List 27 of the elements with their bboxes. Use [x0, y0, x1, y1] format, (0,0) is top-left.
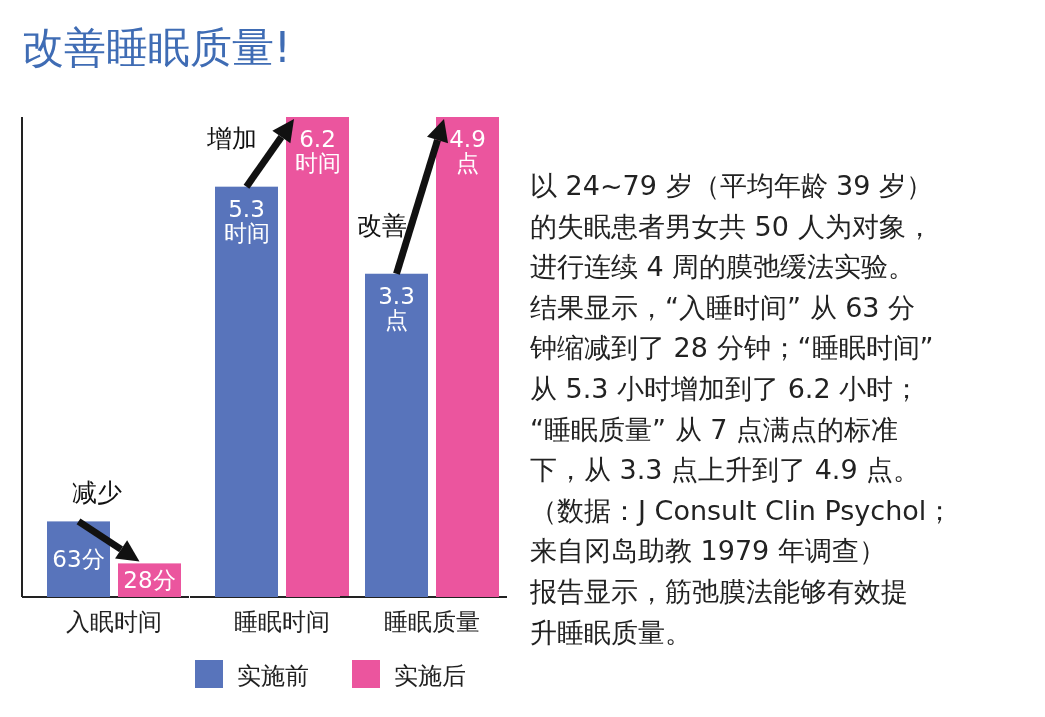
data-label: 63分: [52, 546, 105, 573]
data-label: 6.2时间: [294, 126, 341, 176]
text: 报告显示，筋弛膜法能够有效提: [529, 576, 908, 607]
text: 从 5.3 小时增加到了 6.2 小时；: [530, 373, 921, 404]
text: 以 24~79 岁（平均年龄 39 岁）: [530, 170, 934, 201]
text: 的失眠患者男女共 50 人为对象，: [530, 210, 933, 242]
text: 进行连续 4 周的膜弛缓法实验。: [530, 251, 916, 283]
annotation: 减少: [72, 478, 122, 508]
chart-title: 改善睡眠质量!: [22, 23, 291, 72]
text: 下，从 3.3 点上升到了 4.9 点。: [530, 454, 921, 486]
data-label: 5.3时间: [223, 195, 270, 246]
data-label: 3.3点: [378, 282, 415, 333]
text: “睡眠质量” 从 7 点满点的标准: [530, 413, 898, 445]
annotation: 改善: [356, 210, 407, 240]
text: 结果显示，“入睡时间” 从 63 分: [530, 291, 916, 323]
legend-label: 实施后: [394, 662, 466, 690]
data-label: 28分: [123, 567, 176, 594]
text: 来自冈岛助教 1979 年调查）: [530, 535, 886, 567]
text: 钟缩减到了 28 分钟；“睡眠时间”: [529, 332, 934, 364]
x-tick-label: 入眠时间: [66, 608, 162, 636]
legend-label: 实施前: [237, 662, 309, 690]
data-label: 4.9点: [449, 126, 486, 176]
x-tick-label: 睡眠质量: [384, 608, 480, 636]
text: 升睡眠质量。: [530, 616, 692, 648]
x-tick-label: 睡眠时间: [234, 608, 330, 636]
text: （数据：J Consult Clin Psychol；: [530, 494, 954, 526]
annotation: 增加: [205, 123, 257, 153]
